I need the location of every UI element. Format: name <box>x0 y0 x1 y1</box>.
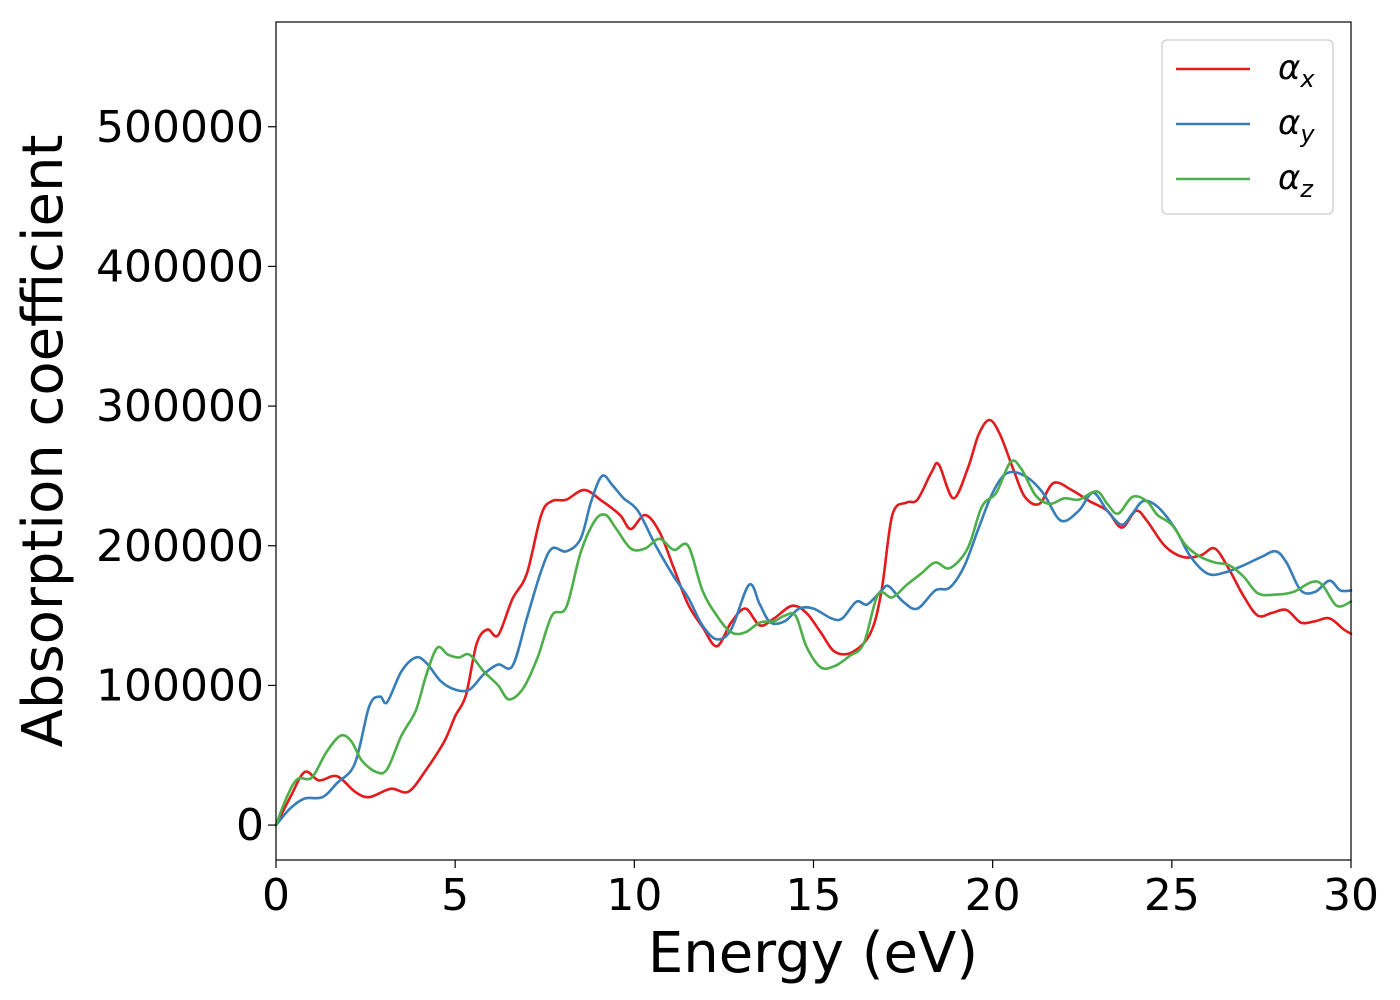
legend-label-alpha-z: αz <box>1278 158 1314 203</box>
x-tick-label: 0 <box>262 870 290 921</box>
y-tick-label: 400000 <box>96 241 264 292</box>
x-tick-label: 5 <box>441 870 469 921</box>
legend-label-symbol: α <box>1278 48 1300 88</box>
x-axis: 0 5 10 15 20 25 30 <box>262 860 1379 921</box>
legend-label-subscript: x <box>1299 65 1315 93</box>
y-tick-label: 100000 <box>96 660 264 711</box>
legend-label-symbol: α <box>1278 103 1300 143</box>
y-tick-label: 200000 <box>96 521 264 572</box>
y-tick-label: 0 <box>236 800 264 851</box>
x-tick-label: 20 <box>965 870 1021 921</box>
x-tick-label: 30 <box>1323 870 1379 921</box>
legend-label-alpha-y: αy <box>1278 103 1315 148</box>
series-line-alpha-y <box>274 470 1353 827</box>
legend-box <box>1161 39 1334 215</box>
x-tick-label: 15 <box>786 870 842 921</box>
x-tick-label: 25 <box>1144 870 1200 921</box>
legend-label-symbol: α <box>1278 158 1300 198</box>
y-axis-title: Absorption coefficient <box>11 135 76 748</box>
series-line-alpha-x <box>274 418 1353 827</box>
legend-label-subscript: y <box>1299 120 1315 148</box>
x-tick-label: 10 <box>606 870 662 921</box>
legend-label-alpha-x: αx <box>1278 48 1315 93</box>
y-axis: 0 100000 200000 300000 400000 500000 <box>96 102 276 851</box>
legend-label-subscript: z <box>1299 175 1314 203</box>
y-tick-label: 300000 <box>96 381 264 432</box>
series-line-alpha-z <box>274 459 1353 827</box>
x-axis-title: Energy (eV) <box>648 921 978 986</box>
y-tick-label: 500000 <box>96 102 264 153</box>
series-layer <box>274 418 1353 827</box>
